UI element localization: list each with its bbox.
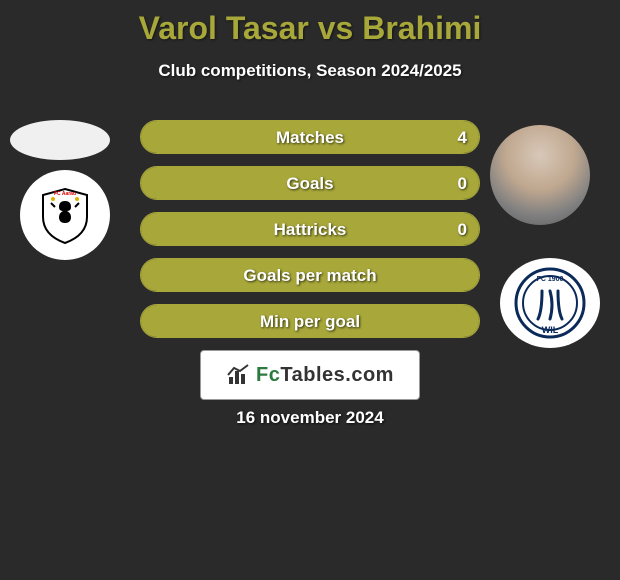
player-right-photo bbox=[490, 125, 590, 225]
stat-label: Min per goal bbox=[141, 305, 479, 338]
fc-wil-icon: FC 1900 WIL bbox=[514, 267, 586, 339]
comparison-subtitle: Club competitions, Season 2024/2025 bbox=[0, 61, 620, 81]
stats-container: Matches4Goals0Hattricks0Goals per matchM… bbox=[140, 120, 480, 350]
player-left-photo bbox=[10, 120, 110, 160]
stat-label: Hattricks bbox=[141, 213, 479, 246]
bar-chart-icon bbox=[226, 363, 250, 387]
svg-text:FC Aarau: FC Aarau bbox=[54, 191, 76, 197]
svg-text:WIL: WIL bbox=[542, 325, 559, 335]
stat-row: Goals per match bbox=[140, 258, 480, 292]
fc-aarau-icon: FC Aarau bbox=[35, 185, 95, 245]
stat-value-right: 4 bbox=[458, 121, 467, 154]
stat-value-right: 0 bbox=[458, 167, 467, 200]
stat-label: Matches bbox=[141, 121, 479, 154]
stat-row: Min per goal bbox=[140, 304, 480, 338]
stat-row: Matches4 bbox=[140, 120, 480, 154]
svg-text:FC 1900: FC 1900 bbox=[537, 276, 564, 283]
player-left-club-badge: FC Aarau bbox=[20, 170, 110, 260]
stat-row: Goals0 bbox=[140, 166, 480, 200]
player-right-club-badge: FC 1900 WIL bbox=[500, 258, 600, 348]
comparison-title: Varol Tasar vs Brahimi bbox=[0, 0, 620, 47]
stat-label: Goals per match bbox=[141, 259, 479, 292]
stat-row: Hattricks0 bbox=[140, 212, 480, 246]
stat-label: Goals bbox=[141, 167, 479, 200]
stat-value-right: 0 bbox=[458, 213, 467, 246]
brand-box: FcTables.com bbox=[200, 350, 420, 400]
brand-text: FcTables.com bbox=[256, 364, 394, 387]
comparison-date: 16 november 2024 bbox=[0, 408, 620, 428]
